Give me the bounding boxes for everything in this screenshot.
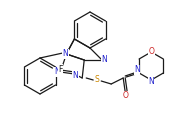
Text: S: S (95, 75, 100, 84)
Text: F: F (58, 64, 63, 73)
Text: N: N (148, 77, 154, 86)
Text: N: N (134, 66, 140, 75)
Text: N: N (62, 50, 68, 59)
Text: O: O (122, 91, 128, 100)
Text: N: N (55, 67, 60, 77)
Text: N: N (101, 56, 107, 64)
Text: O: O (148, 47, 154, 56)
Text: N: N (73, 72, 78, 81)
